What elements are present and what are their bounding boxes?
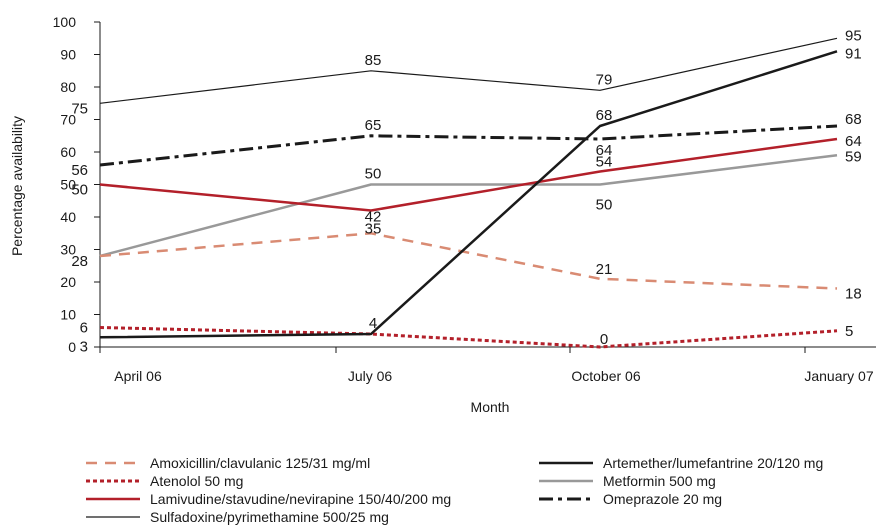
data-label: 56 <box>71 162 88 179</box>
data-labels: 7556502863856550423547968645450210959168… <box>71 27 861 355</box>
series-line <box>99 124 838 167</box>
y-axis-title: Percentage availability <box>9 116 25 256</box>
legend-label: Atenolol 50 mg <box>150 473 243 489</box>
data-label: 4 <box>369 315 377 332</box>
series-line <box>99 326 838 349</box>
data-label: 85 <box>365 52 382 69</box>
y-tick-label: 100 <box>53 14 77 30</box>
data-label: 59 <box>845 148 862 165</box>
series-line <box>99 137 838 212</box>
legend-label: Lamivudine/stavudine/nevirapine 150/40/2… <box>150 491 451 507</box>
series-line <box>99 154 838 258</box>
y-tick-label: 60 <box>60 144 76 160</box>
legend-item: Metformin 500 mg <box>539 473 716 489</box>
x-tick-label: January 07 <box>804 368 873 384</box>
data-label: 3 <box>80 338 88 355</box>
data-label: 35 <box>365 220 382 237</box>
series-lines <box>99 37 838 349</box>
x-axis-title: Month <box>471 399 510 415</box>
legend-item: Sulfadoxine/pyrimethamine 500/25 mg <box>86 509 389 525</box>
data-label: 5 <box>845 323 853 340</box>
data-label: 65 <box>365 117 382 134</box>
data-label: 50 <box>71 182 88 199</box>
data-label: 91 <box>845 45 862 62</box>
data-label: 6 <box>80 320 88 337</box>
data-label: 64 <box>845 133 862 150</box>
y-tick-label: 40 <box>60 209 76 225</box>
data-label: 18 <box>845 286 862 303</box>
y-tick-label: 20 <box>60 274 76 290</box>
legend-label: Sulfadoxine/pyrimethamine 500/25 mg <box>150 509 389 525</box>
data-label: 50 <box>365 166 382 183</box>
data-label: 50 <box>596 197 613 214</box>
legend-item: Artemether/lumefantrine 20/120 mg <box>539 455 823 471</box>
data-label: 21 <box>596 261 613 278</box>
data-label: 42 <box>365 209 382 226</box>
data-label: 68 <box>596 107 613 124</box>
data-label: 79 <box>596 71 613 88</box>
y-tick-label: 30 <box>60 242 76 258</box>
series-line <box>99 37 838 104</box>
series-line <box>99 232 838 290</box>
data-label: 95 <box>845 27 862 44</box>
data-label: 0 <box>600 331 608 348</box>
legend-item: Amoxicillin/clavulanic 125/31 mg/ml <box>86 455 370 471</box>
legend-label: Omeprazole 20 mg <box>603 491 722 507</box>
y-tick-label: 80 <box>60 79 76 95</box>
legend: Amoxicillin/clavulanic 125/31 mg/ml Artem… <box>86 455 823 525</box>
y-tick-label: 10 <box>60 307 76 323</box>
y-tick-label: 0 <box>68 339 76 355</box>
data-label: 64 <box>596 142 613 159</box>
x-tick-label: October 06 <box>571 368 640 384</box>
data-label: 68 <box>845 111 862 128</box>
legend-label: Amoxicillin/clavulanic 125/31 mg/ml <box>150 455 370 471</box>
y-tick-label: 50 <box>60 177 76 193</box>
data-label: 75 <box>71 100 88 117</box>
x-tick-label: April 06 <box>114 368 162 384</box>
data-label: 54 <box>596 154 613 171</box>
y-tick-label: 90 <box>60 47 76 63</box>
series-line <box>99 50 838 339</box>
legend-item: Atenolol 50 mg <box>86 473 243 489</box>
legend-item: Omeprazole 20 mg <box>539 491 722 507</box>
legend-label: Artemether/lumefantrine 20/120 mg <box>603 455 823 471</box>
x-tick-label: July 06 <box>348 368 393 384</box>
y-tick-label: 70 <box>60 112 76 128</box>
legend-label: Metformin 500 mg <box>603 473 716 489</box>
legend-item: Lamivudine/stavudine/nevirapine 150/40/2… <box>86 491 451 507</box>
data-label: 28 <box>71 253 88 270</box>
